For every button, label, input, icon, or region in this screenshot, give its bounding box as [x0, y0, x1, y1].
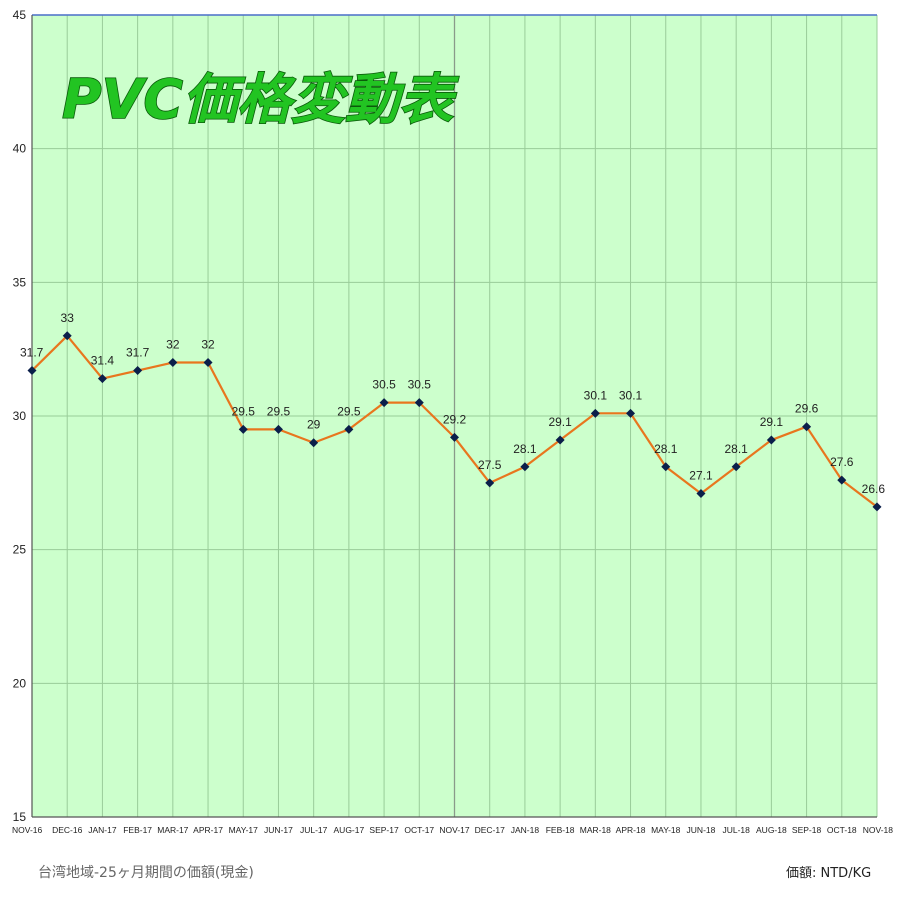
data-label: 29.2 — [443, 412, 467, 426]
chart-title: PVC価格変動表 — [62, 68, 459, 131]
x-tick-label: APR-18 — [616, 825, 646, 835]
data-point — [872, 502, 882, 512]
x-tick-label: DEC-17 — [475, 825, 506, 835]
data-point — [485, 478, 495, 488]
y-tick-label: 35 — [13, 275, 27, 289]
data-label: 28.1 — [724, 442, 748, 456]
data-point — [555, 435, 565, 445]
data-point — [168, 358, 178, 368]
x-tick-label: OCT-18 — [827, 825, 857, 835]
data-label: 30.5 — [372, 378, 396, 392]
data-point — [62, 331, 72, 341]
x-tick-label: JAN-17 — [88, 825, 117, 835]
x-tick-label: SEP-18 — [792, 825, 822, 835]
data-label: 27.5 — [478, 458, 502, 472]
x-tick-label: FEB-18 — [546, 825, 575, 835]
data-point — [520, 462, 530, 472]
data-point — [273, 424, 283, 434]
y-tick-label: 15 — [13, 810, 27, 824]
data-markers — [27, 331, 882, 512]
data-point — [766, 435, 776, 445]
x-tick-label: JUN-18 — [687, 825, 716, 835]
data-label: 31.7 — [126, 346, 150, 360]
grid-lines — [32, 14, 878, 817]
x-tick-label: SEP-17 — [369, 825, 399, 835]
data-label: 29.5 — [267, 404, 291, 418]
data-point — [27, 366, 37, 376]
data-label: 32 — [201, 338, 215, 352]
y-tick-label: 30 — [13, 409, 27, 423]
x-tick-label: JUN-17 — [264, 825, 293, 835]
x-tick-label: JUL-17 — [300, 825, 328, 835]
y-tick-label: 40 — [13, 142, 27, 156]
x-tick-label: AUG-18 — [756, 825, 787, 835]
data-label: 28.1 — [654, 442, 678, 456]
unit-label: 価額: NTD/KG — [786, 866, 872, 881]
x-axis-ticks: NOV-16 DEC-16 JAN-17 FEB-17 MAR-17 APR-17 MAY-… — [12, 825, 893, 835]
y-tick-label: 20 — [13, 676, 27, 690]
x-tick-label: NOV-17 — [439, 825, 470, 835]
data-point — [837, 475, 847, 485]
data-point — [344, 424, 354, 434]
x-tick-label: APR-17 — [193, 825, 223, 835]
data-point — [414, 398, 424, 408]
data-label: 26.6 — [862, 482, 886, 496]
data-label: 30.1 — [584, 388, 608, 402]
data-label: 32 — [166, 338, 180, 352]
data-label: 29.5 — [232, 404, 256, 418]
x-tick-label: JAN-18 — [511, 825, 540, 835]
x-tick-label: JUL-18 — [722, 825, 750, 835]
data-point — [731, 462, 741, 472]
data-label: 30.1 — [619, 388, 643, 402]
data-point — [379, 398, 389, 408]
x-tick-label: NOV-18 — [863, 825, 894, 835]
footer-note: 台湾地域-25ヶ月期間の価額(現金) — [38, 865, 254, 881]
data-label: 33 — [61, 311, 75, 325]
data-point — [97, 374, 107, 384]
x-tick-label: MAR-18 — [580, 825, 611, 835]
x-tick-label: FEB-17 — [123, 825, 152, 835]
data-label: 30.5 — [408, 378, 432, 392]
data-label: 29.6 — [795, 402, 819, 416]
data-point — [450, 432, 459, 442]
data-label: 29.5 — [337, 404, 361, 418]
data-label: 27.1 — [689, 469, 713, 483]
data-label: 29.1 — [760, 415, 784, 429]
data-label: 31.4 — [91, 354, 115, 368]
data-point — [238, 424, 248, 434]
x-tick-label: MAY-18 — [651, 825, 681, 835]
data-point — [309, 438, 319, 448]
data-point — [696, 489, 706, 499]
data-labels: 31.7 33 31.4 31.7 32 32 29.5 29.5 29 29.5 30.5 30.5… — [20, 311, 885, 496]
data-point — [802, 422, 812, 432]
y-tick-label: 45 — [13, 8, 27, 22]
data-label: 29.1 — [548, 415, 572, 429]
data-point — [203, 358, 213, 368]
y-axis-ticks: 15 20 25 30 35 40 45 — [13, 8, 27, 824]
data-point — [133, 366, 143, 376]
x-tick-label: MAR-17 — [157, 825, 188, 835]
data-label: 28.1 — [513, 442, 537, 456]
data-point — [626, 408, 636, 418]
x-tick-label: OCT-17 — [404, 825, 434, 835]
x-tick-label: MAY-17 — [229, 825, 259, 835]
data-point — [590, 408, 600, 418]
y-tick-label: 25 — [13, 543, 27, 557]
data-point — [661, 462, 671, 472]
axes — [31, 15, 877, 818]
data-label: 29 — [307, 418, 321, 432]
x-tick-label: AUG-17 — [334, 825, 365, 835]
x-tick-label: NOV-16 — [12, 825, 43, 835]
data-label: 27.6 — [830, 455, 854, 469]
x-tick-label: DEC-16 — [52, 825, 83, 835]
data-label: 31.7 — [20, 346, 44, 360]
